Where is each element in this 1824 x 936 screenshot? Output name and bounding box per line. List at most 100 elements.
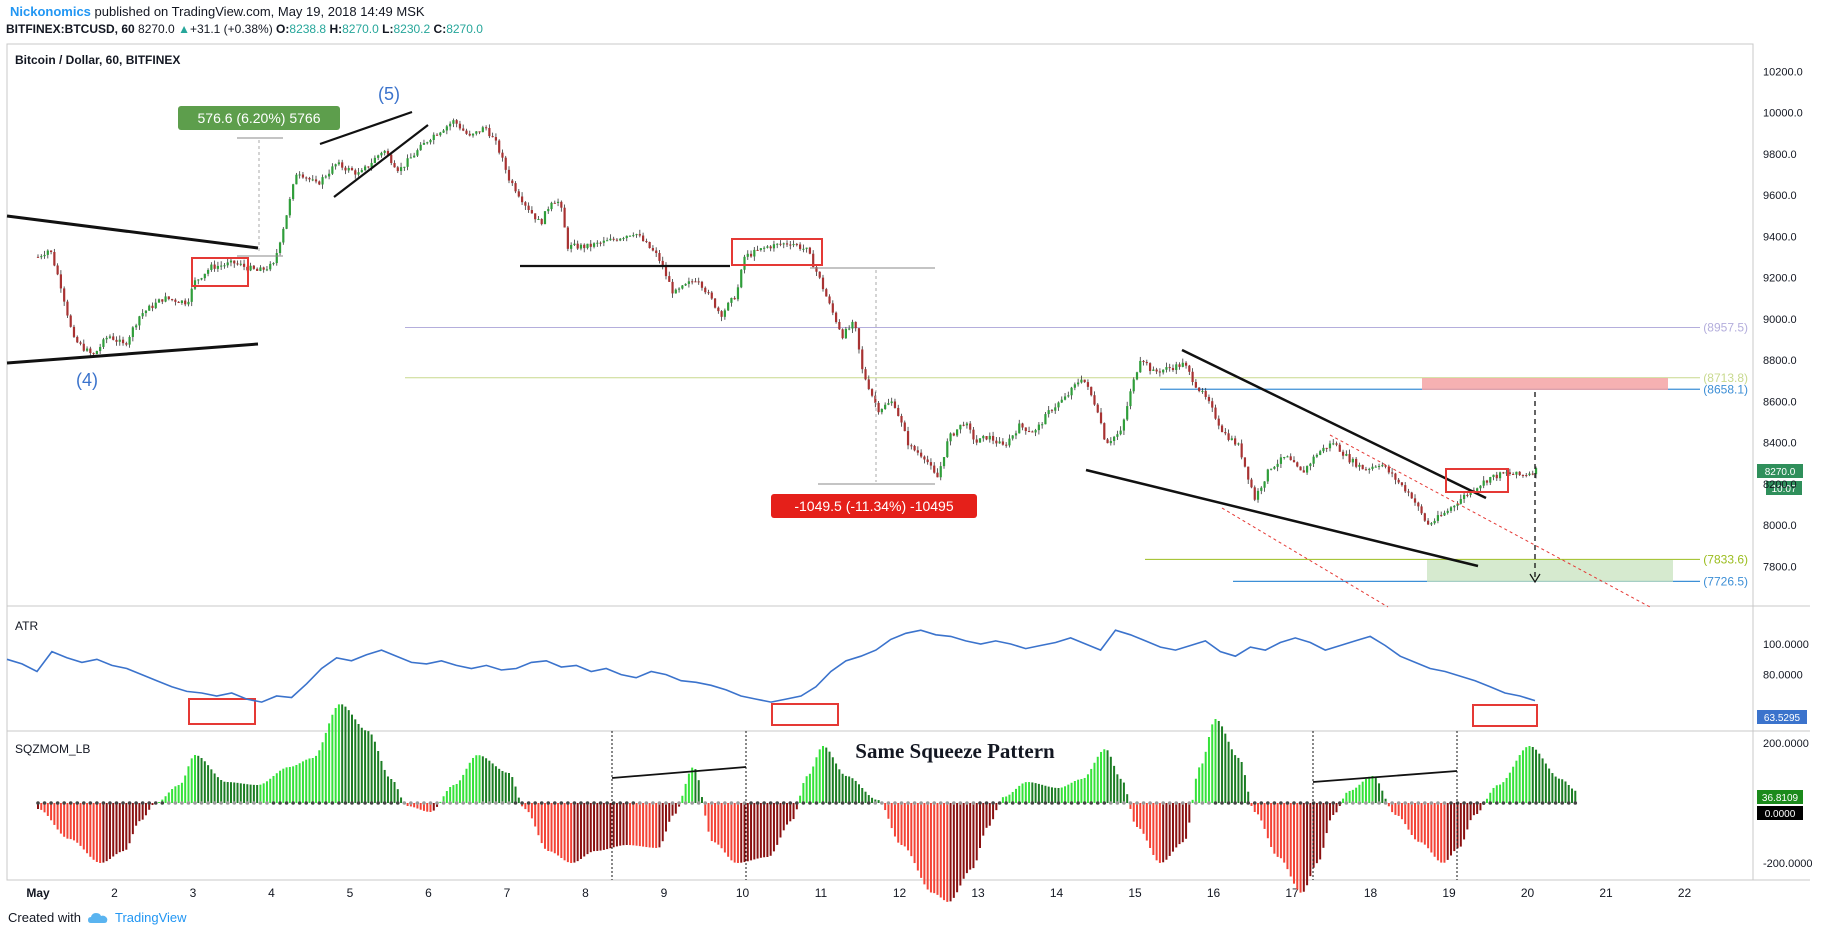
price-change: +31.1 (+0.38%) xyxy=(189,22,273,36)
candle-body xyxy=(360,170,363,173)
level-label: (7726.5) xyxy=(1703,574,1748,588)
candle-body xyxy=(1440,515,1443,517)
squeeze-dot xyxy=(1233,801,1237,805)
squeeze-dot xyxy=(1337,801,1342,805)
candle-body xyxy=(1266,469,1269,482)
tradingview-link[interactable]: TradingView xyxy=(114,910,187,925)
candle-body xyxy=(864,369,867,380)
candle-body xyxy=(1021,423,1024,428)
candle-body xyxy=(439,132,442,136)
candle-body xyxy=(1103,423,1106,440)
candle-body xyxy=(645,241,648,243)
candle-body xyxy=(661,260,664,267)
candle-body xyxy=(991,435,995,441)
candle-body xyxy=(475,131,478,134)
candle-body xyxy=(79,342,82,344)
candle-body xyxy=(1145,361,1148,364)
squeeze-dot xyxy=(997,801,1002,805)
candle-body xyxy=(1270,468,1273,470)
candle-body xyxy=(1260,487,1263,491)
candle-body xyxy=(141,313,144,317)
squeeze-dot xyxy=(1423,801,1427,805)
level-label: (8957.5) xyxy=(1703,321,1748,335)
squeeze-dot xyxy=(1161,801,1165,805)
candle-body xyxy=(1531,473,1534,475)
squeeze-dot xyxy=(1292,801,1296,805)
candle-body xyxy=(1534,468,1538,475)
candle-body xyxy=(1377,466,1381,468)
candle-body xyxy=(1364,469,1368,471)
candle-body xyxy=(1449,507,1453,511)
squeeze-dot xyxy=(971,801,976,805)
candle-body xyxy=(321,177,324,185)
squeeze-dot xyxy=(402,801,407,805)
candle-body xyxy=(776,243,779,245)
countdown-badge-text: 10:07 xyxy=(1771,484,1796,495)
time-tick-label: 7 xyxy=(504,886,511,900)
candle-body xyxy=(488,127,491,137)
candle-body xyxy=(49,250,53,253)
squeeze-dot xyxy=(42,801,47,805)
candle-body xyxy=(242,263,246,267)
candle-body xyxy=(576,243,579,249)
squeeze-dot xyxy=(1122,801,1126,805)
squeeze-dot xyxy=(1508,801,1512,805)
candle-body xyxy=(485,127,488,129)
candle-body xyxy=(1201,390,1204,392)
low-label: L: xyxy=(382,22,394,36)
candle-body xyxy=(1060,399,1063,403)
squeeze-dot xyxy=(369,801,374,805)
candle-body xyxy=(573,243,576,245)
candle-body xyxy=(1220,425,1224,433)
candle-body xyxy=(1096,404,1099,413)
squeeze-dot xyxy=(382,801,387,805)
squeeze-dot xyxy=(552,801,557,805)
candle-body xyxy=(592,243,596,247)
candle-body xyxy=(1279,457,1283,464)
squeeze-dot xyxy=(160,801,165,805)
candle-body xyxy=(1247,466,1250,480)
squeeze-dot xyxy=(696,801,701,805)
squeeze-dot xyxy=(559,801,564,805)
candle-body xyxy=(1175,364,1178,371)
candle-body xyxy=(1090,386,1093,396)
price-tick-label: 9000.0 xyxy=(1763,314,1797,326)
wedge-lower-line xyxy=(333,124,429,198)
squeeze-dot xyxy=(1475,801,1479,805)
candle-body xyxy=(337,162,341,165)
candle-body xyxy=(1391,472,1394,474)
candle-body xyxy=(197,279,200,281)
time-tick-label: 11 xyxy=(815,886,828,900)
squeeze-dot xyxy=(670,801,675,805)
candle-body xyxy=(206,269,210,274)
candle-body xyxy=(543,211,547,225)
candle-body xyxy=(1423,513,1426,521)
squeeze-dot xyxy=(49,801,53,805)
candle-body xyxy=(606,240,609,242)
candle-body xyxy=(848,328,851,330)
candle-body xyxy=(455,120,458,124)
last-price-badge-text: 8270.0 xyxy=(1765,467,1796,478)
squeeze-dot xyxy=(376,801,380,805)
candle-body xyxy=(1139,360,1142,373)
candle-body xyxy=(1387,466,1390,473)
candle-body xyxy=(177,301,180,304)
squeeze-dot xyxy=(729,801,734,805)
candle-body xyxy=(530,210,533,214)
candle-body xyxy=(916,450,919,453)
squeeze-dot xyxy=(1174,801,1179,805)
author-link[interactable]: Nickonomics xyxy=(10,4,91,19)
squeeze-dot xyxy=(1259,801,1264,805)
candle-body xyxy=(1492,474,1495,478)
squeeze-dot xyxy=(723,801,727,805)
time-tick-label: 4 xyxy=(268,886,275,900)
candle-body xyxy=(1348,454,1351,463)
candle-body xyxy=(1188,365,1191,372)
squeeze-dot xyxy=(526,801,531,805)
candle-body xyxy=(1338,444,1341,452)
candle-body xyxy=(936,472,939,478)
candle-body xyxy=(579,244,583,249)
squeeze-dot xyxy=(88,801,93,805)
squeeze-dot xyxy=(808,801,812,805)
